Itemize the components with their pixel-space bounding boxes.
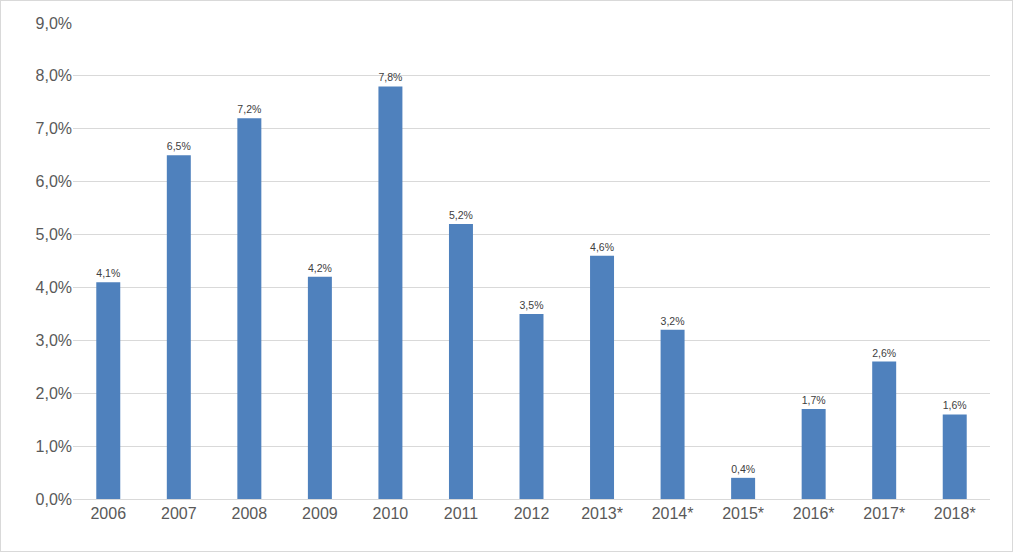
svg-text:2008: 2008 xyxy=(232,505,268,522)
svg-text:1,7%: 1,7% xyxy=(802,394,826,406)
svg-text:0,0%: 0,0% xyxy=(36,491,72,508)
svg-text:2018*: 2018* xyxy=(934,505,976,522)
svg-text:2,6%: 2,6% xyxy=(872,347,896,359)
svg-text:2017*: 2017* xyxy=(863,505,905,522)
svg-text:5,0%: 5,0% xyxy=(36,226,72,243)
svg-text:2014*: 2014* xyxy=(652,505,694,522)
svg-text:4,6%: 4,6% xyxy=(590,241,614,253)
svg-text:1,6%: 1,6% xyxy=(943,399,967,411)
svg-text:2015*: 2015* xyxy=(722,505,764,522)
svg-text:1,0%: 1,0% xyxy=(36,438,72,455)
svg-text:8,0%: 8,0% xyxy=(36,67,72,84)
svg-text:3,2%: 3,2% xyxy=(661,315,685,327)
svg-text:2009: 2009 xyxy=(302,505,338,522)
svg-text:5,2%: 5,2% xyxy=(449,209,473,221)
svg-text:2010: 2010 xyxy=(373,505,409,522)
svg-text:6,0%: 6,0% xyxy=(36,173,72,190)
svg-text:4,0%: 4,0% xyxy=(36,279,72,296)
svg-text:9,0%: 9,0% xyxy=(36,15,72,32)
svg-text:7,2%: 7,2% xyxy=(237,103,261,115)
svg-text:2011: 2011 xyxy=(444,505,479,522)
svg-text:7,0%: 7,0% xyxy=(36,120,72,137)
svg-text:0,4%: 0,4% xyxy=(731,463,755,475)
svg-text:2013*: 2013* xyxy=(581,505,623,522)
svg-text:2016*: 2016* xyxy=(793,505,835,522)
svg-text:7,8%: 7,8% xyxy=(378,71,402,83)
svg-text:2012: 2012 xyxy=(514,505,550,522)
svg-text:2007: 2007 xyxy=(161,505,197,522)
svg-text:4,2%: 4,2% xyxy=(308,262,332,274)
svg-text:2,0%: 2,0% xyxy=(36,385,72,402)
svg-text:6,5%: 6,5% xyxy=(167,140,191,152)
svg-text:4,1%: 4,1% xyxy=(96,267,120,279)
svg-text:2006: 2006 xyxy=(90,505,126,522)
svg-text:3,5%: 3,5% xyxy=(520,299,544,311)
svg-text:3,0%: 3,0% xyxy=(36,332,72,349)
